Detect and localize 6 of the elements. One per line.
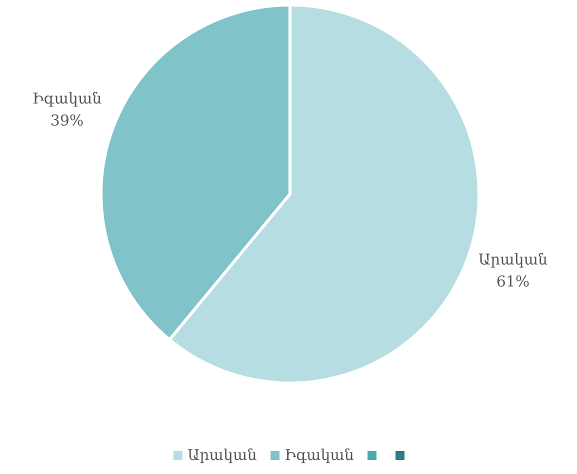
slice-label: Իգական (32, 90, 102, 108)
slice-label: Արական (478, 250, 548, 268)
legend-label: Արական (188, 446, 258, 464)
data-label: 61% (496, 272, 530, 290)
data-label: 39% (50, 112, 84, 130)
legend-label: Իգական (284, 446, 354, 464)
